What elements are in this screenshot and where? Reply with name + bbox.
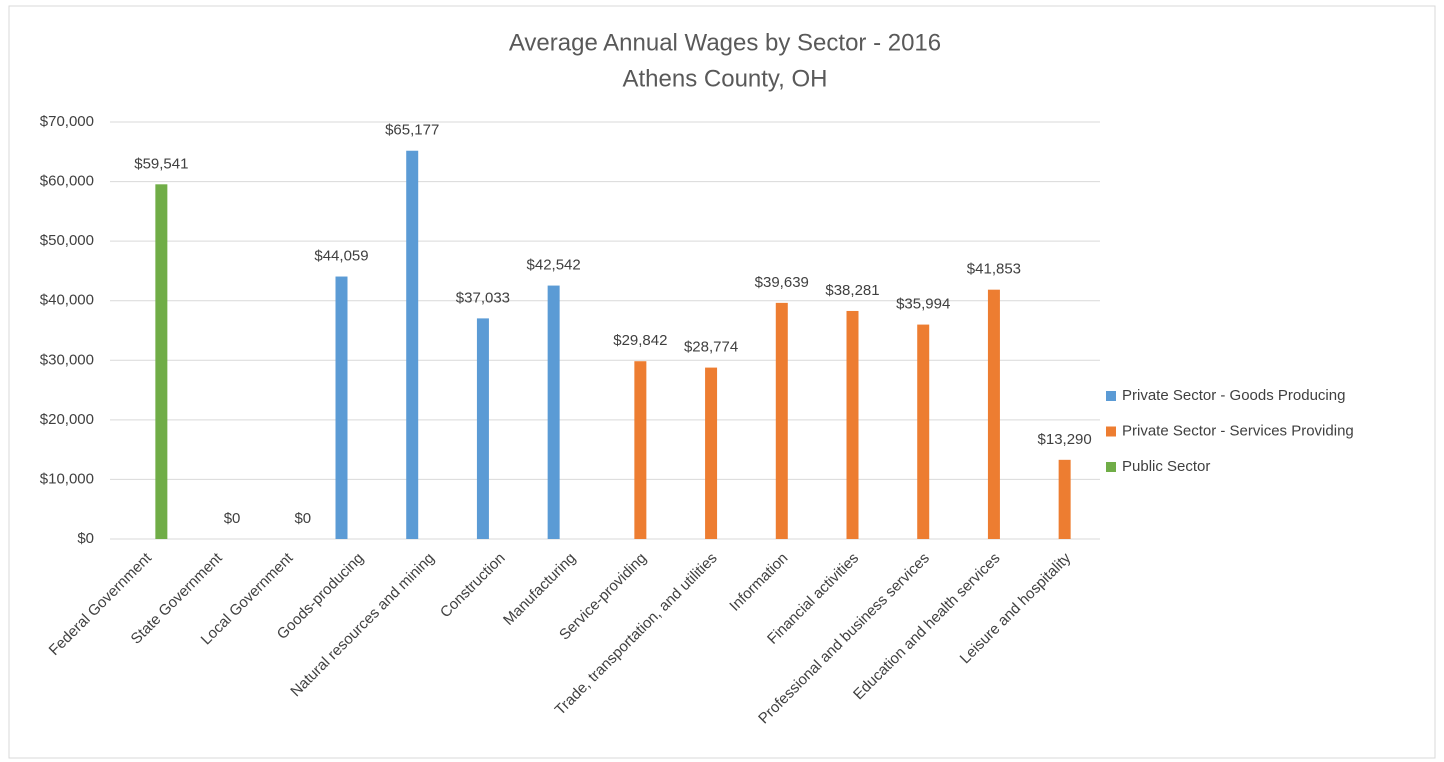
y-tick-label: $30,000 (40, 351, 94, 368)
legend-swatch (1106, 391, 1116, 401)
data-label: $13,290 (1038, 431, 1092, 448)
chart-subtitle: Athens County, OH (623, 65, 828, 92)
legend-label: Private Sector - Goods Producing (1122, 387, 1345, 404)
chart-title: Average Annual Wages by Sector - 2016 (509, 29, 941, 56)
bar (406, 150, 419, 539)
bar (987, 289, 1000, 539)
y-tick-label: $60,000 (40, 173, 94, 190)
bar (775, 302, 788, 539)
bar (335, 276, 348, 539)
data-label: $28,774 (684, 339, 738, 356)
y-tick-label: $40,000 (40, 292, 94, 309)
bar (547, 285, 560, 539)
data-label: $37,033 (456, 289, 510, 306)
y-tick-label: $10,000 (40, 470, 94, 487)
bar (634, 361, 647, 539)
bar (1058, 459, 1071, 539)
data-label: $0 (224, 510, 241, 527)
legend-label: Private Sector - Services Providing (1122, 422, 1354, 439)
data-label: $41,853 (967, 261, 1021, 278)
chart-border (8, 5, 1436, 759)
bar (917, 324, 930, 539)
data-label: $42,542 (527, 257, 581, 274)
legend-swatch (1106, 462, 1116, 472)
data-label: $44,059 (314, 248, 368, 265)
legend-label: Public Sector (1122, 458, 1210, 475)
data-label: $65,177 (385, 122, 439, 139)
bar (705, 367, 718, 539)
data-label: $35,994 (896, 296, 950, 313)
data-label: $39,639 (755, 274, 809, 291)
bar (846, 310, 859, 539)
data-label: $38,281 (825, 282, 879, 299)
y-tick-label: $70,000 (40, 113, 94, 130)
data-label: $0 (294, 510, 311, 527)
y-tick-label: $50,000 (40, 232, 94, 249)
y-tick-label: $20,000 (40, 411, 94, 428)
bar (155, 184, 168, 539)
data-label: $29,842 (613, 332, 667, 349)
data-label: $59,541 (134, 155, 188, 172)
bar (476, 318, 489, 539)
legend-swatch (1106, 426, 1116, 437)
y-tick-label: $0 (77, 530, 94, 547)
